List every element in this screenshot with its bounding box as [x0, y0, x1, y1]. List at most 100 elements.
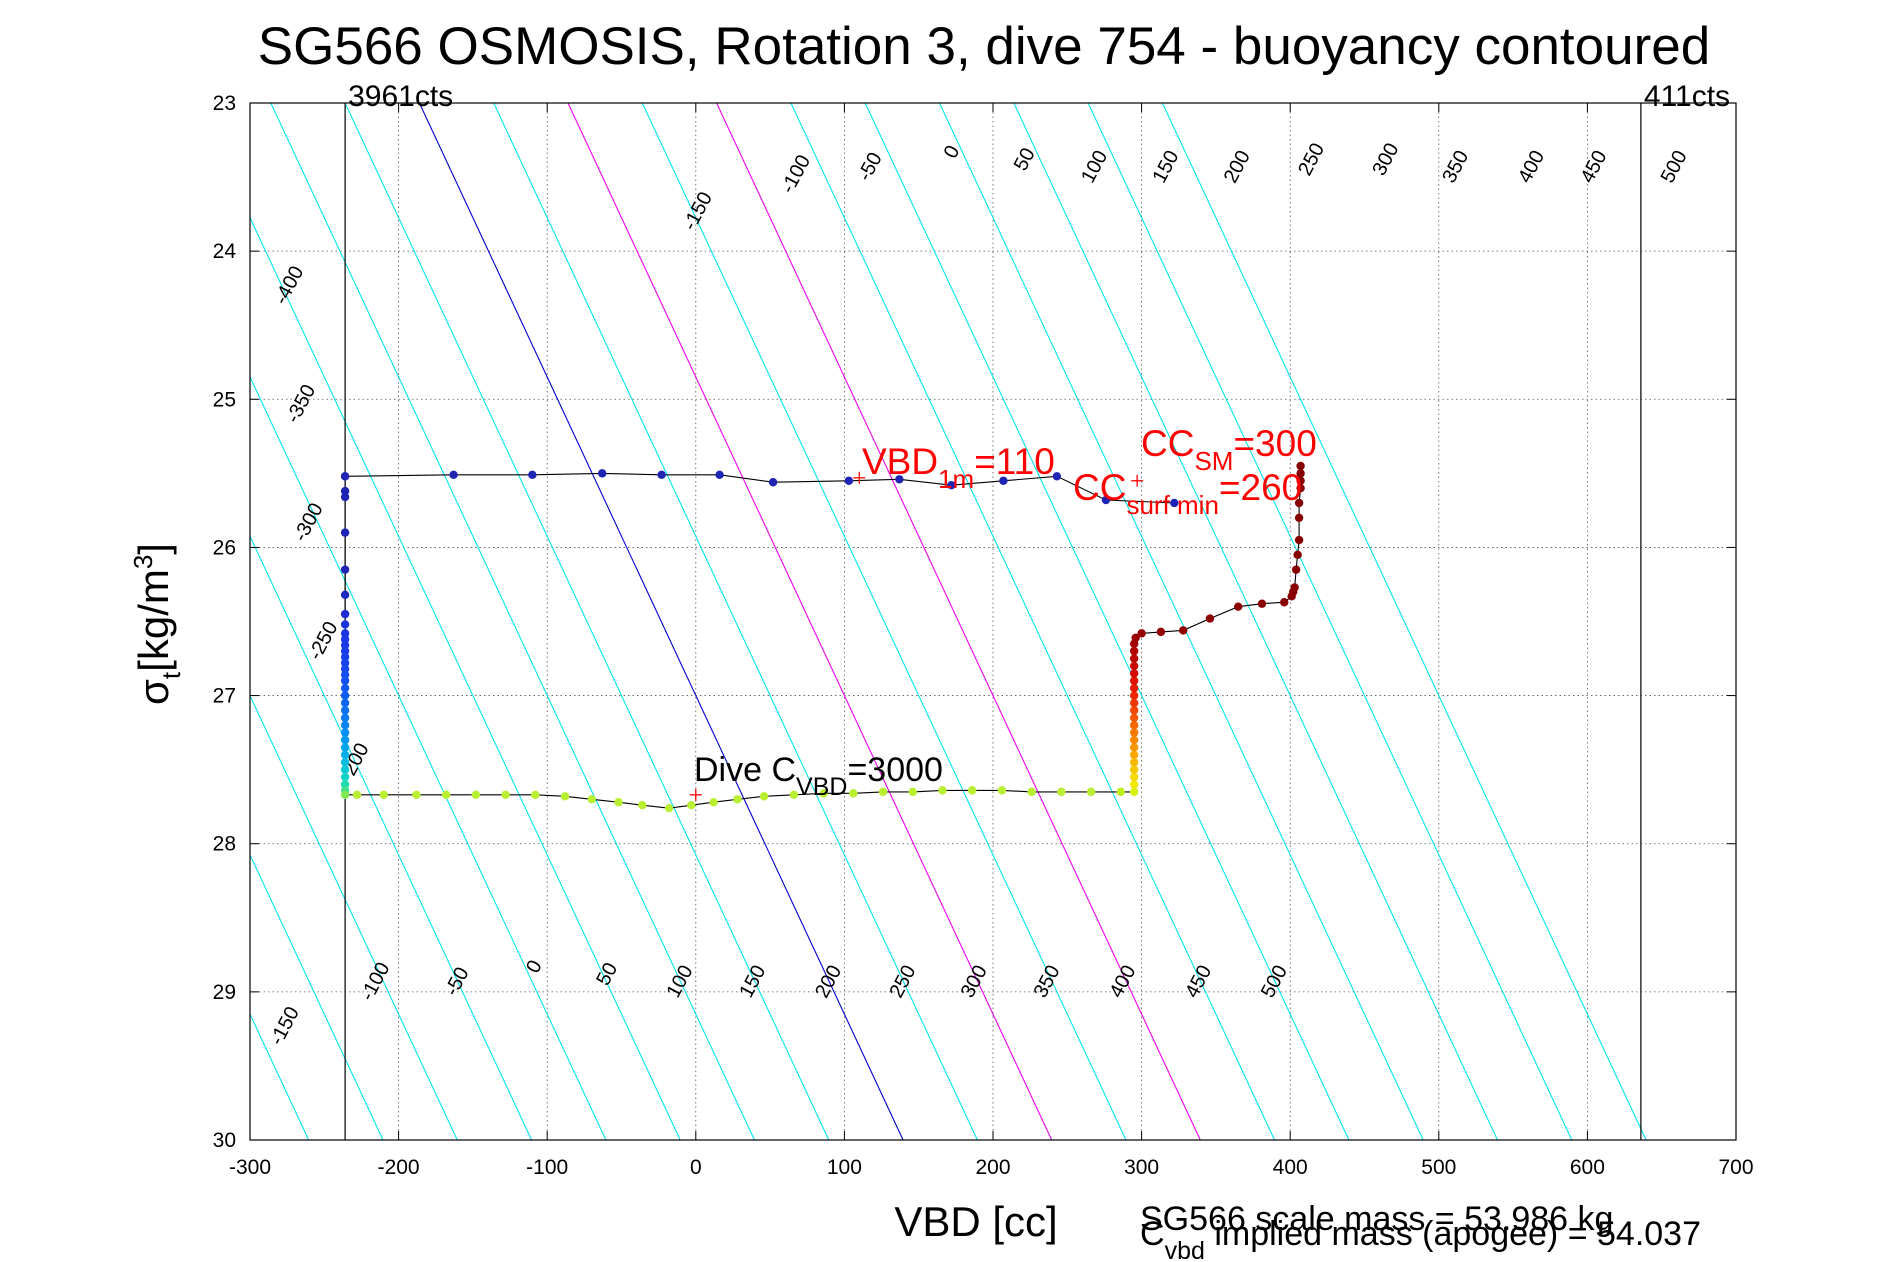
cc-surf-value: =260 — [1219, 467, 1302, 508]
data-point — [1296, 461, 1305, 471]
data-point — [819, 789, 828, 798]
data-point — [1179, 626, 1188, 635]
data-point — [967, 786, 977, 795]
contour-line — [567, 103, 1053, 1140]
data-point — [501, 790, 510, 800]
y-tick-label: 26 — [213, 536, 236, 559]
data-point — [340, 706, 350, 715]
data-point — [340, 620, 350, 629]
data-point — [1101, 495, 1111, 505]
data-point — [340, 691, 350, 700]
x-tick-label: -300 — [229, 1156, 271, 1179]
data-point — [1129, 780, 1139, 789]
data-point — [340, 721, 350, 730]
data-point — [1170, 498, 1179, 508]
data-point — [733, 795, 742, 804]
data-point — [1129, 728, 1139, 737]
data-point — [441, 790, 451, 800]
cc-sm-value: =300 — [1233, 423, 1316, 464]
implied-mass-sub: vbd — [1165, 1237, 1205, 1262]
data-point — [1129, 691, 1139, 700]
vbd-1m-main: VBD — [862, 441, 938, 482]
contour-line — [0, 103, 234, 1140]
data-point — [1129, 661, 1139, 671]
data-point — [709, 798, 718, 807]
data-point — [657, 470, 666, 480]
data-point — [1290, 583, 1299, 592]
y-tick-label: 23 — [213, 92, 236, 115]
data-point — [1156, 627, 1166, 637]
data-point — [560, 792, 570, 801]
data-point — [1294, 513, 1304, 522]
count-line-label: 411cts — [1644, 80, 1730, 113]
data-point — [947, 481, 956, 490]
cc-sm-annotation: CCSM=300 — [1141, 423, 1317, 476]
series-line — [345, 472, 1175, 504]
data-point — [1129, 669, 1139, 678]
data-point — [449, 470, 458, 480]
y-tick-label: 29 — [213, 981, 236, 1004]
y-axis-label-sub: t — [156, 671, 186, 679]
data-point — [352, 790, 362, 800]
cc-surf-min-annotation: CCsurf min=260 — [1073, 467, 1302, 520]
data-point — [1205, 614, 1215, 623]
data-point — [1129, 654, 1139, 663]
data-point — [340, 590, 350, 600]
vbd-1m-annotation: VBD1m=110 — [862, 441, 1055, 494]
data-point — [1086, 787, 1096, 797]
data-point — [938, 786, 947, 795]
count-lines: 3961cts 411cts — [344, 80, 1730, 1140]
y-axis-label-sup: 3 — [128, 555, 158, 569]
data-point — [715, 470, 724, 480]
data-point — [1116, 787, 1125, 797]
data-point — [340, 772, 350, 782]
dive-cvbd-sub: VBD — [796, 773, 847, 801]
data-point — [759, 792, 769, 801]
contour-line — [939, 103, 1424, 1140]
data-point — [1129, 787, 1139, 797]
data-point — [1296, 469, 1305, 478]
data-point — [340, 635, 350, 644]
contour-line — [250, 694, 458, 1140]
data-point — [1294, 498, 1304, 508]
data-point — [340, 765, 350, 774]
data-point — [1257, 599, 1267, 608]
data-point — [528, 470, 537, 480]
contour-line — [270, 103, 755, 1140]
data-point — [1129, 698, 1139, 708]
data-point — [340, 629, 350, 638]
data-point — [895, 475, 904, 484]
data-point — [1233, 602, 1243, 611]
data-point — [1296, 476, 1305, 485]
data-point — [687, 800, 696, 810]
contour-line — [493, 103, 978, 1140]
data-point — [340, 735, 350, 745]
data-point — [789, 790, 799, 800]
contour-line — [716, 103, 1201, 1140]
y-tick-label: 28 — [213, 833, 236, 856]
data-point — [878, 787, 888, 797]
x-axis-label: VBD [cc] — [894, 1198, 1057, 1245]
count-line-label: 3961cts — [348, 80, 453, 113]
data-point — [471, 790, 481, 800]
cc-surf-main: CC — [1073, 467, 1126, 508]
cc-surf-sub: surf min — [1126, 490, 1218, 520]
data-point — [1129, 758, 1139, 767]
contour-line — [864, 103, 1350, 1140]
data-point — [1129, 721, 1139, 730]
chart-title: SG566 OSMOSIS, Rotation 3, dive 754 - bu… — [258, 17, 1710, 76]
data-point — [1137, 629, 1146, 638]
y-axis-label-unit: [kg/m — [130, 569, 177, 672]
data-point — [340, 670, 350, 680]
data-point — [340, 664, 350, 674]
data-point — [1129, 646, 1139, 656]
data-point — [340, 472, 350, 481]
data-point — [1052, 472, 1062, 481]
data-point — [340, 658, 350, 668]
data-point — [340, 486, 350, 496]
y-axis-label: σt[kg/m3] — [128, 543, 186, 705]
y-tick-label: 30 — [213, 1129, 236, 1152]
data-point — [340, 790, 350, 800]
contour-line — [250, 853, 384, 1140]
